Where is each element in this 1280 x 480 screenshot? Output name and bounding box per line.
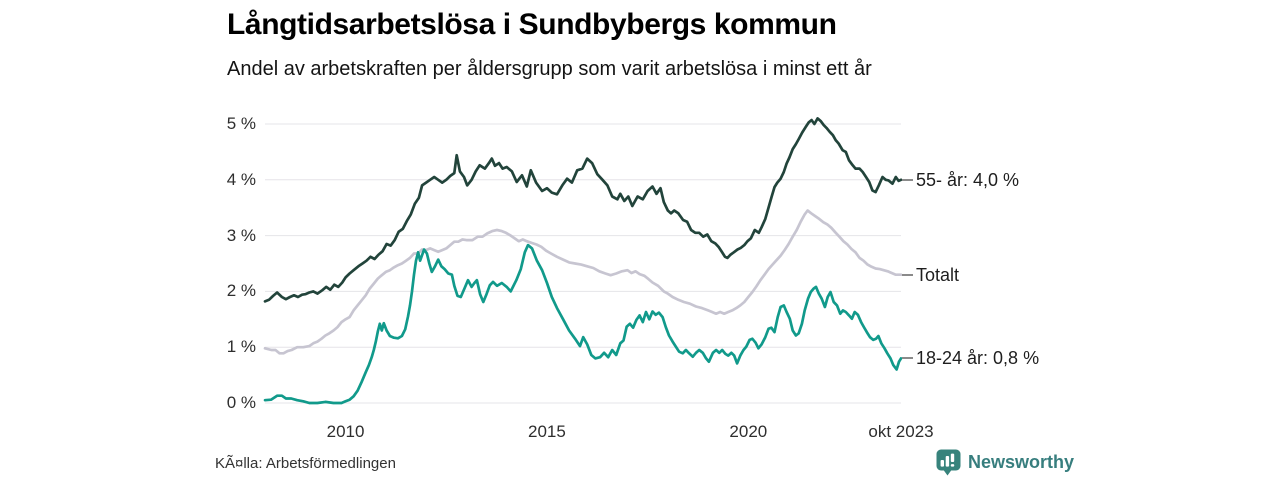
series-connector-dash <box>902 179 913 181</box>
chart-subtitle: Andel av arbetskraften per åldersgrupp s… <box>227 58 872 80</box>
y-tick-label: 5 % <box>226 114 256 133</box>
newsworthy-icon <box>936 449 961 476</box>
source-note: KÃ¤lla: Arbetsförmedlingen <box>215 455 396 472</box>
x-tick-label: 2010 <box>326 422 365 441</box>
x-tick-label: 2020 <box>729 422 768 441</box>
y-tick-label: 3 % <box>226 225 256 245</box>
series-label-55-ar: 55- år: 4,0 % <box>902 169 1019 191</box>
series-label-18-24-ar-text: 18-24 år: 0,8 % <box>916 347 1040 368</box>
series-connector-dash <box>902 357 913 359</box>
y-tick-label: 0 % <box>226 393 256 412</box>
series-label-totalt-text: Totalt <box>916 264 960 285</box>
x-tick-label: okt 2023 <box>868 422 934 441</box>
series-connector-dash <box>902 274 913 276</box>
brand-logo: Newsworthy <box>936 449 1074 476</box>
page-title: Långtidsarbetslösa i Sundbybergs kommun <box>227 8 837 41</box>
series-line-totalt <box>263 209 903 355</box>
y-tick-label: 4 % <box>226 169 256 189</box>
y-tick-label: 2 % <box>226 281 256 301</box>
y-tick-label: 1 % <box>226 337 256 357</box>
series-line-55-ar <box>263 117 903 303</box>
plot-area <box>263 117 903 405</box>
series-label-18-24-ar: 18-24 år: 0,8 % <box>902 347 1039 369</box>
brand-name: Newsworthy <box>968 452 1075 472</box>
series-label-totalt: Totalt <box>902 264 959 286</box>
x-tick-label: 2015 <box>528 422 566 441</box>
series-label-55-ar-text: 55- år: 4,0 % <box>916 169 1020 190</box>
line-chart <box>263 117 903 405</box>
series-line-18-24-ar <box>263 243 903 405</box>
